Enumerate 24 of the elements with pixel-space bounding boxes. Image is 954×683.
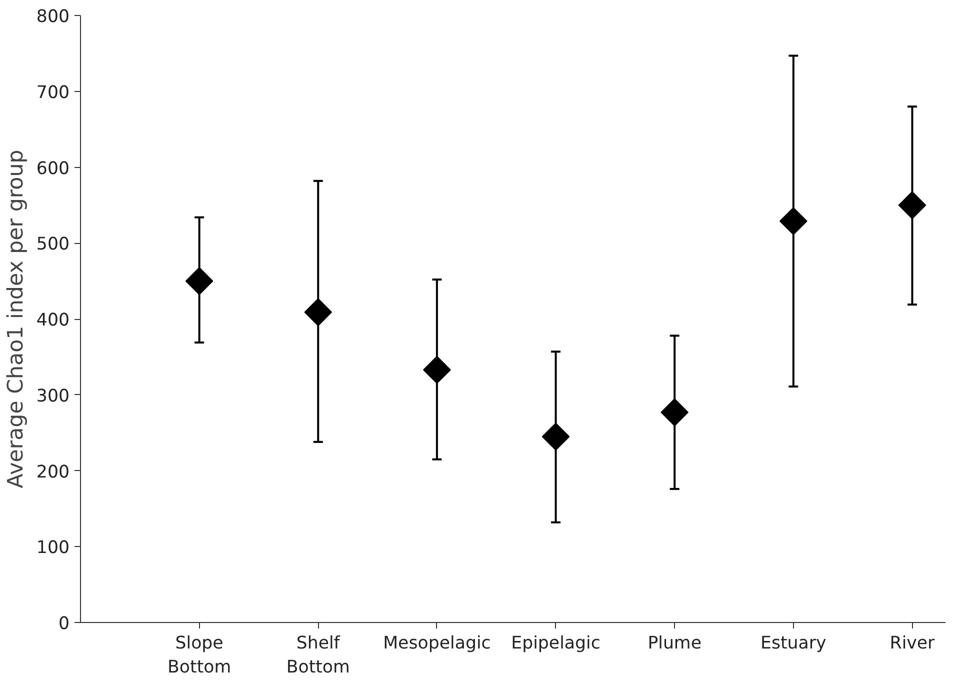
y-tick-label: 100	[36, 538, 70, 558]
x-tick-label: Plume	[648, 634, 702, 654]
point	[304, 298, 332, 326]
point	[423, 356, 451, 384]
y-tick-label: 700	[36, 82, 70, 103]
x-tick-label: Slope Bottom	[168, 634, 232, 678]
point	[779, 207, 808, 236]
point	[898, 191, 926, 220]
point	[185, 267, 214, 295]
y-tick-label: 400	[36, 310, 70, 330]
x-tick-label: Shelf Bottom	[286, 634, 350, 678]
y-tick-label: 500	[36, 234, 70, 255]
y-tick-label: 800	[36, 7, 70, 27]
x-tick-label: River	[890, 634, 936, 654]
point	[542, 422, 570, 451]
x-tick-label: Estuary	[760, 634, 826, 654]
point	[660, 398, 689, 426]
y-tick-label: 300	[36, 386, 70, 406]
y-tick-label: 200	[36, 462, 70, 482]
y-axis-title: Average Chao1 index per group	[3, 150, 28, 488]
y-tick-label: 0	[58, 614, 70, 634]
x-tick-label: Mesopelagic	[383, 634, 491, 654]
y-tick-label: 600	[36, 158, 70, 179]
x-tick-label: Epipelagic	[511, 634, 600, 654]
